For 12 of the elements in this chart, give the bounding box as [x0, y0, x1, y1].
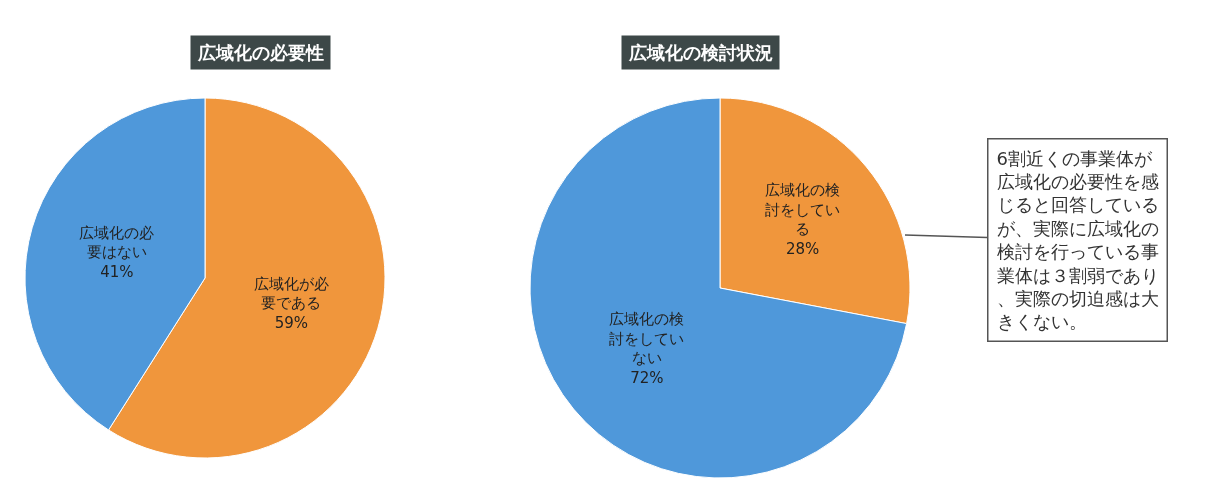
chart-title: 広域化の必要性	[197, 42, 324, 63]
pie-slice	[529, 97, 908, 479]
slice-label: 広域化の検討をしていない	[609, 310, 685, 368]
data-label: 28%	[786, 239, 820, 258]
slice-label: 広域化が必要である	[253, 274, 329, 313]
slice-label: 広域化の検討をしている	[765, 181, 841, 239]
data-label: 59%	[274, 313, 309, 332]
text: 6割近くの事業体が広域化の必要性を感じると回答しているが、実際に広域化の検討を行っている事業体は３割弱であり、実際の切迫感は大きくない。	[996, 147, 1159, 333]
slice-label: 広域化の必要はない	[79, 223, 155, 262]
chart-title: 広域化の検討状況	[628, 42, 773, 63]
data-label: 72%	[630, 368, 664, 387]
data-label: 41%	[100, 262, 134, 281]
